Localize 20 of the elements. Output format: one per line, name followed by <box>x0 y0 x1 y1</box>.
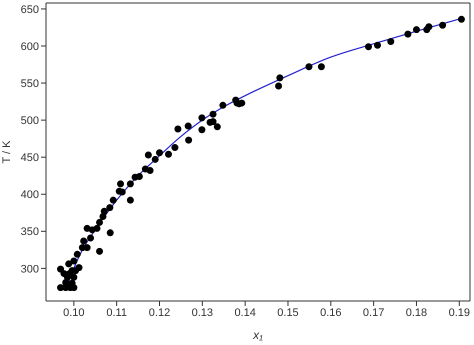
y-tick-label: 500 <box>20 115 39 128</box>
y-tick-label: 350 <box>20 226 39 238</box>
y-tick-label: 550 <box>20 78 39 90</box>
x-tick-label: 0.10 <box>63 306 85 319</box>
y-tick-label: 650 <box>20 4 39 16</box>
x-tick-label: 0.11 <box>106 306 127 319</box>
x-tick-label: 0.19 <box>448 306 470 319</box>
x-tick-label: 0.15 <box>277 306 299 319</box>
y-axis-title: T / K <box>1 140 13 164</box>
x-tick-label: 0.16 <box>320 306 342 319</box>
y-tick-label: 600 <box>20 40 39 53</box>
x-tick-label: 0.14 <box>234 306 256 319</box>
y-tick-label: 300 <box>20 263 39 276</box>
x-tick-label: 0.12 <box>148 306 170 319</box>
y-tick-label: 450 <box>20 152 39 164</box>
x-tick-label: 0.13 <box>192 306 214 319</box>
y-tick-label: 400 <box>20 189 39 202</box>
x-tick-label: 0.18 <box>406 306 428 319</box>
x-axis-title: x₁ <box>252 328 264 342</box>
x-tick-label: 0.17 <box>362 306 384 319</box>
